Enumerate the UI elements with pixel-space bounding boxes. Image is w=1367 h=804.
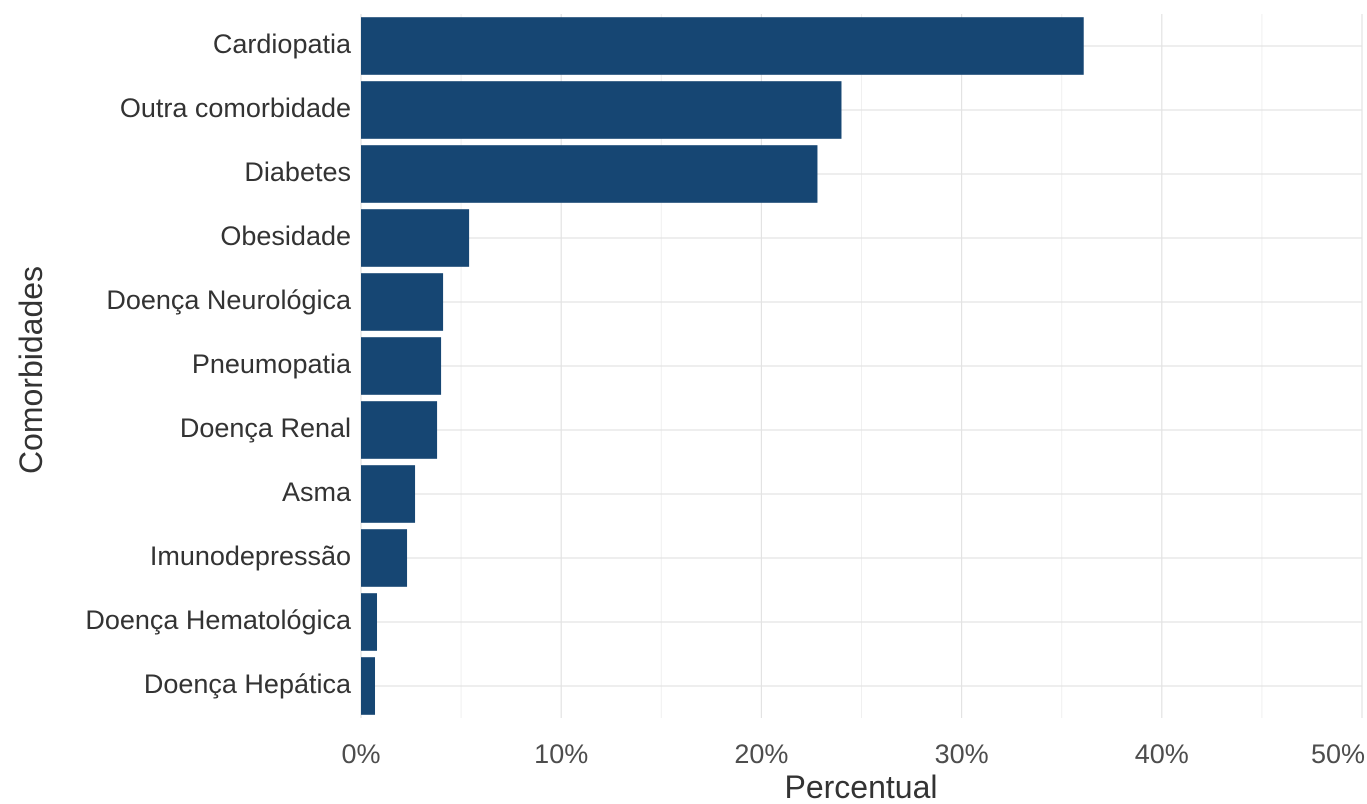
x-tick-label: 50%: [1311, 739, 1365, 769]
category-label: Obesidade: [220, 221, 351, 251]
bar: [361, 273, 444, 331]
bar: [361, 17, 1084, 75]
bar: [361, 529, 408, 587]
y-axis-title: Comorbidades: [13, 266, 49, 474]
category-label: Asma: [282, 477, 352, 507]
x-tick-label: 0%: [341, 739, 380, 769]
x-tick-label: 10%: [534, 739, 588, 769]
bar: [361, 657, 376, 715]
x-tick-labels: 0% 10% 20% 30% 40% 50%: [341, 739, 1365, 769]
category-label: Diabetes: [244, 157, 351, 187]
category-label: Outra comorbidade: [120, 93, 351, 123]
category-labels: Cardiopatia Outra comorbidade Diabetes Obes…: [85, 29, 352, 699]
bar: [361, 593, 378, 651]
category-label: Cardiopatia: [213, 29, 352, 59]
category-label: Doença Hematológica: [85, 605, 352, 635]
x-tick-label: 20%: [734, 739, 788, 769]
category-label: Doença Hepática: [144, 669, 352, 699]
bar: [361, 401, 438, 459]
category-label: Doença Neurológica: [106, 285, 352, 315]
x-axis-title: Percentual: [785, 769, 938, 804]
bar: [361, 209, 470, 267]
bar: [361, 145, 818, 203]
bar: [361, 465, 416, 523]
bar-layer: [361, 17, 1084, 715]
category-label: Pneumopatia: [192, 349, 352, 379]
x-tick-label: 40%: [1135, 739, 1189, 769]
bar: [361, 337, 442, 395]
bar: [361, 81, 842, 139]
x-tick-label: 30%: [935, 739, 989, 769]
category-label: Imunodepressão: [150, 541, 351, 571]
category-label: Doença Renal: [180, 413, 351, 443]
